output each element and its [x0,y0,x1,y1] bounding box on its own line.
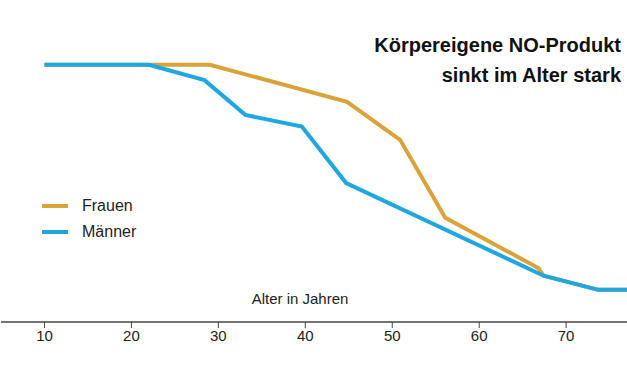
svg-text:50: 50 [384,327,401,344]
html-text:Frauen: Frauen [82,197,133,214]
html-text:Körpereigene NO-Produkt: Körpereigene NO-Produkt [374,34,621,56]
svg-text:10: 10 [36,327,53,344]
svg-text:20: 20 [123,327,140,344]
svg-text:60: 60 [471,327,488,344]
svg-text:40: 40 [297,327,314,344]
svg-text:30: 30 [210,327,227,344]
html-text:Alter in Jahren: Alter in Jahren [251,290,349,307]
html-text:Männer: Männer [82,223,137,240]
svg-text:70: 70 [558,327,575,344]
html-text:sinkt im Alter stark: sinkt im Alter stark [441,64,621,86]
